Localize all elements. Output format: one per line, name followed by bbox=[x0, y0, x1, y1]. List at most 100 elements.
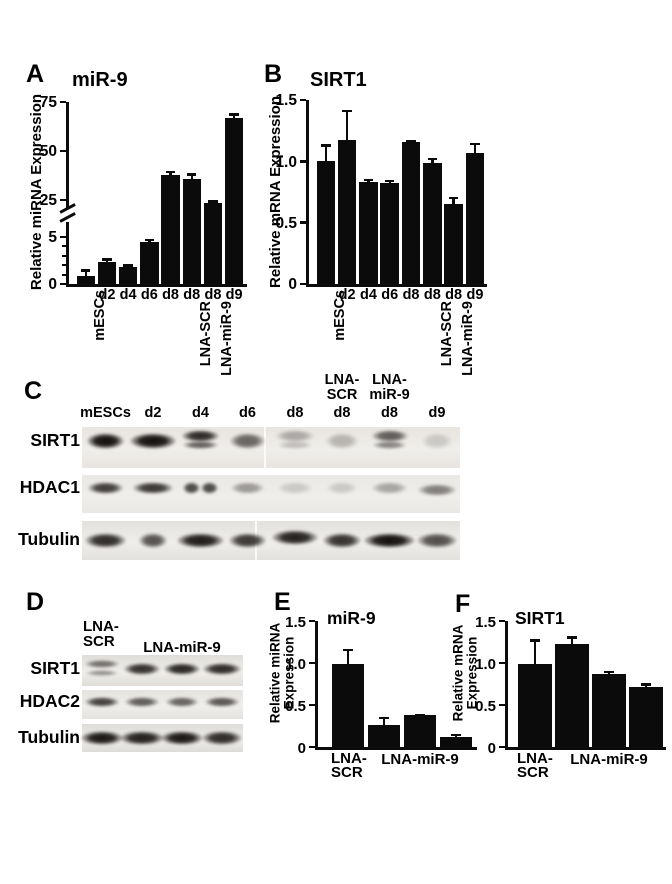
x-axis-line bbox=[315, 747, 477, 750]
bar bbox=[404, 715, 436, 747]
error-bar-cap bbox=[208, 200, 218, 203]
lane-label: d9 bbox=[428, 405, 446, 421]
protein-band bbox=[165, 697, 199, 707]
error-bar-cap bbox=[604, 670, 614, 674]
x-category-label: d9 bbox=[466, 287, 484, 303]
protein-band bbox=[200, 482, 219, 494]
y-tick bbox=[59, 198, 67, 202]
x-category-label: d4 bbox=[359, 287, 377, 303]
error-bar-cap bbox=[385, 179, 395, 183]
error-bar bbox=[452, 196, 455, 208]
error-bar bbox=[533, 639, 537, 667]
lane-label: d8 bbox=[381, 405, 398, 421]
y-tick bbox=[59, 235, 67, 239]
y-tick-label: 0 bbox=[487, 739, 496, 757]
y-tick bbox=[308, 619, 316, 623]
lane-treatment-label: LNA- SCR bbox=[324, 372, 360, 403]
panel-c-label: C bbox=[24, 377, 43, 405]
protein-band bbox=[417, 532, 457, 548]
x-group-label: LNA- SCR bbox=[331, 750, 367, 781]
bar bbox=[337, 140, 357, 284]
error-bar bbox=[190, 173, 193, 183]
protein-band bbox=[88, 482, 123, 494]
blot-row-label: HDAC2 bbox=[19, 691, 80, 711]
bar bbox=[465, 152, 485, 284]
protein-band bbox=[418, 484, 456, 496]
panel-e-label: E bbox=[274, 588, 291, 616]
protein-band bbox=[230, 433, 265, 449]
protein-band bbox=[138, 532, 168, 548]
bar bbox=[368, 725, 400, 747]
blot-row-label: HDAC1 bbox=[19, 477, 80, 497]
y-minor-tick bbox=[62, 273, 67, 276]
error-bar-cap bbox=[165, 170, 176, 174]
bar bbox=[380, 183, 400, 284]
y-tick-label: 75 bbox=[39, 94, 57, 112]
error-bar-cap bbox=[343, 648, 353, 652]
error-bar-cap bbox=[427, 157, 438, 161]
protein-band bbox=[205, 697, 239, 707]
y-tick bbox=[498, 745, 506, 749]
lane-label: d6 bbox=[239, 405, 256, 421]
bar bbox=[401, 141, 421, 284]
y-tick bbox=[299, 282, 307, 286]
x-category-label: d6 bbox=[381, 287, 399, 303]
bar bbox=[182, 179, 201, 284]
x-category-label: d2 bbox=[98, 287, 116, 303]
panel-d-label: D bbox=[26, 588, 45, 616]
error-bar bbox=[431, 157, 434, 166]
error-bar bbox=[232, 113, 236, 121]
lane-label: d8 bbox=[333, 405, 351, 421]
panel-e-title: miR-9 bbox=[327, 608, 376, 628]
protein-band bbox=[86, 669, 118, 677]
error-bar bbox=[570, 636, 574, 647]
bar bbox=[224, 117, 244, 284]
protein-band bbox=[176, 532, 225, 548]
y-axis-line bbox=[505, 621, 508, 750]
y-minor-tick bbox=[62, 264, 67, 267]
y-tick-label: 1.5 bbox=[285, 613, 306, 631]
y-axis-line bbox=[306, 100, 309, 287]
y-tick bbox=[498, 703, 506, 707]
y-tick bbox=[299, 160, 307, 163]
y-tick-label: 1.0 bbox=[475, 655, 496, 673]
y-tick bbox=[308, 745, 316, 749]
protein-band bbox=[129, 433, 177, 449]
error-bar bbox=[367, 178, 370, 186]
panel-a-label: A bbox=[26, 60, 45, 88]
protein-band bbox=[421, 433, 453, 449]
y-tick-label: 0 bbox=[48, 276, 57, 294]
y-tick-label: 1.0 bbox=[285, 655, 306, 673]
blot-row-label: Tubulin bbox=[18, 727, 80, 747]
lane-label: d2 bbox=[144, 405, 162, 421]
protein-band bbox=[276, 430, 314, 442]
y-tick bbox=[299, 221, 307, 224]
lane-treatment-label: LNA-miR-9 bbox=[143, 639, 221, 656]
error-bar bbox=[388, 179, 391, 187]
protein-band bbox=[363, 532, 416, 548]
panel-b-label: B bbox=[264, 60, 283, 88]
x-group-label: LNA-miR-9 bbox=[381, 751, 459, 768]
error-bar-cap bbox=[451, 733, 461, 737]
error-bar bbox=[454, 733, 458, 740]
y-minor-tick bbox=[62, 254, 67, 257]
error-bar-cap bbox=[415, 713, 425, 717]
y-tick-label: 25 bbox=[39, 192, 57, 210]
lane-label: d8 bbox=[286, 405, 304, 421]
error-bar bbox=[148, 238, 151, 245]
y-tick bbox=[498, 619, 506, 623]
bar bbox=[440, 736, 472, 747]
y-tick bbox=[308, 661, 316, 665]
protein-band bbox=[85, 697, 119, 707]
panel-a-title: miR-9 bbox=[72, 69, 128, 91]
protein-band bbox=[326, 482, 358, 494]
error-bar-cap bbox=[342, 109, 352, 113]
y-axis-line bbox=[66, 222, 69, 287]
error-bar bbox=[607, 670, 611, 677]
protein-band bbox=[203, 663, 241, 675]
